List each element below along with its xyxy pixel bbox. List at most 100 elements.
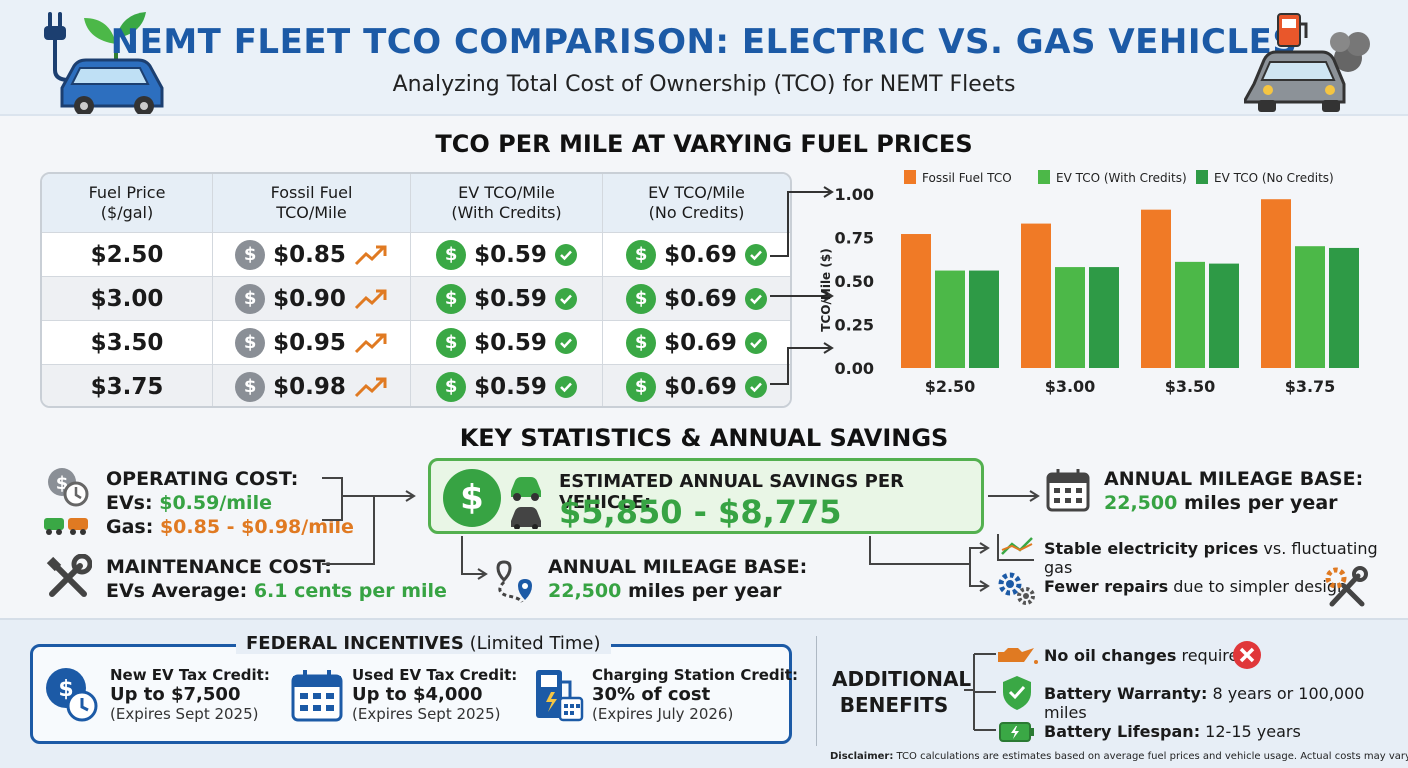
fossil-tco-cell: $ $0.85 [212,233,410,276]
bar [1089,267,1119,368]
tco-bar-chart: Fossil Fuel TCO EV TCO (With Credits) EV T… [819,170,1359,396]
dollar-coin-icon: $ [436,239,467,270]
checkmark-icon [744,331,767,354]
legend-swatch [904,170,916,184]
fuel-price-cell: $3.75 [90,373,164,400]
maintenance-cost-value: 6.1 cents per mile [253,580,447,602]
shield-check-icon [1003,676,1031,710]
ev-no-credits-cell: $ $0.69 [602,233,790,276]
annual-savings-box: $ ESTIMATED ANNUAL SAVINGS PER VEHICLE: … [428,458,984,534]
dollar-coin-icon: $ [235,239,266,270]
dollar-coin-icon: $ [436,371,467,402]
stats-connectors [322,477,1040,592]
dollar-coin-icon: $ [436,327,467,358]
checkmark-icon [744,375,767,398]
trend-up-icon [354,333,387,353]
ev-credits-cell: $ $0.59 [410,321,602,364]
additional-benefits-title: ADDITIONAL BENEFITS [832,667,972,717]
dollar-coin-icon: $ [443,469,501,527]
bar [1175,261,1205,368]
ev-no-credits-cell: $ $0.69 [602,321,790,364]
checkmark-icon [554,375,577,398]
federal-incentives-title: FEDERAL INCENTIVES (Limited Time) [236,633,611,654]
dollar-coin-icon: $ [436,283,467,314]
ev-operating-cost: $0.59/mile [159,492,272,514]
cars-icon [511,477,541,529]
operating-cost-heading: OPERATING COST: [106,468,299,490]
dollar-coin-icon: $ [235,371,266,402]
page-title: NEMT FLEET TCO COMPARISON: ELECTRIC VS. … [110,22,1298,62]
x-tick-label: $3.75 [1285,377,1336,396]
benefit-no-oil-changes: No oil changes required [1044,646,1249,665]
x-icon [1233,641,1261,669]
electric-car-icon [44,12,164,114]
disclaimer: Disclaimer: TCO calculations are estimat… [830,751,1408,762]
table-header-cell: EV TCO/Mile (With Credits) [410,174,602,232]
trend-up-icon [354,377,387,397]
dollar-coin-icon: $ [626,239,657,270]
ev-credits-cell: $ $0.59 [410,365,602,406]
bar [935,270,965,368]
benefits-bracket [964,653,996,731]
benefit-fewer-repairs: Fewer repairs due to simpler design [1044,577,1348,596]
fuel-price-cell: $3.00 [90,285,164,312]
y-tick-label: 0.75 [835,229,874,248]
bar [969,270,999,368]
checkmark-icon [744,287,767,310]
maintenance-cost-block: MAINTENANCE COST: EVs Average: 6.1 cents… [106,556,447,602]
x-tick-label: $3.00 [1045,377,1096,396]
x-tick-label: $2.50 [925,377,976,396]
calendar-icon [1046,469,1090,512]
benefit-stable-prices: Stable electricity prices vs. fluctuatin… [1044,539,1378,577]
mileage-base-right: ANNUAL MILEAGE BASE: 22,500 miles per ye… [1104,468,1364,514]
ev-no-credits-cell: $ $0.69 [602,277,790,320]
table-row: $3.50 $ $0.95 $ $0.59 $ $0.69 [42,320,790,364]
bar [1261,199,1291,368]
mileage-value: 22,500 [548,580,622,602]
checkmark-icon [554,287,577,310]
route-pin-icon [496,560,532,603]
table-row: $3.75 $ $0.98 $ $0.59 $ $0.69 [42,364,790,406]
table-header-cell: Fuel Price ($/gal) [88,183,166,222]
savings-label: ESTIMATED ANNUAL SAVINGS PER VEHICLE: [559,471,904,513]
new-ev-tax-credit: New EV Tax Credit: Up to $7,500 (Expires… [110,666,270,723]
mileage-heading: ANNUAL MILEAGE BASE: [548,556,808,578]
dollar-coin-icon: $ [626,371,657,402]
x-tick-label: $3.50 [1165,377,1216,396]
table-header-cell: EV TCO/Mile (No Credits) [602,174,790,232]
price-trend-icon [997,534,1034,561]
y-tick-label: 0.25 [835,316,874,335]
page-subtitle: Analyzing Total Cost of Ownership (TCO) … [392,72,1016,97]
y-axis-label: TCO/Mile ($) [819,248,833,331]
fossil-tco-cell: $ $0.90 [212,277,410,320]
checkmark-icon [744,243,767,266]
fuel-price-cell: $2.50 [90,241,164,268]
mileage-base-mid: ANNUAL MILEAGE BASE: 22,500 miles per ye… [548,556,808,602]
tools-icon [1325,566,1368,607]
trend-up-icon [354,289,387,309]
bar [1329,247,1359,368]
legend-label: Fossil Fuel TCO [922,171,1012,185]
gas-operating-cost: $0.85 - $0.98/mile [159,516,354,538]
mileage-value: 22,500 [1104,492,1178,514]
gears-icon [998,572,1035,605]
fossil-tco-cell: $ $0.95 [212,321,410,364]
ev-credits-cell: $ $0.59 [410,233,602,276]
federal-incentives-box [30,644,792,744]
table-section-title: TCO PER MILE AT VARYING FUEL PRICES [435,130,973,158]
fossil-tco-cell: $ $0.98 [212,365,410,406]
bar [1295,246,1325,368]
y-tick-label: 0.00 [835,359,874,378]
ev-credits-cell: $ $0.59 [410,277,602,320]
gas-car-icon [1244,13,1370,112]
y-tick-label: 1.00 [835,185,874,204]
bar [1209,263,1239,368]
ev-no-credits-cell: $ $0.69 [602,365,790,406]
section-divider [816,636,817,746]
dollar-coin-icon: $ [235,327,266,358]
operating-cost-block: OPERATING COST: EVs: $0.59/mile Gas: $0.… [106,468,354,538]
legend-swatch [1038,170,1050,184]
legend-swatch [1196,170,1208,184]
table-header-cell: Fossil Fuel TCO/Mile [212,174,410,232]
charging-station-credit: Charging Station Credit: 30% of cost (Ex… [592,666,798,723]
